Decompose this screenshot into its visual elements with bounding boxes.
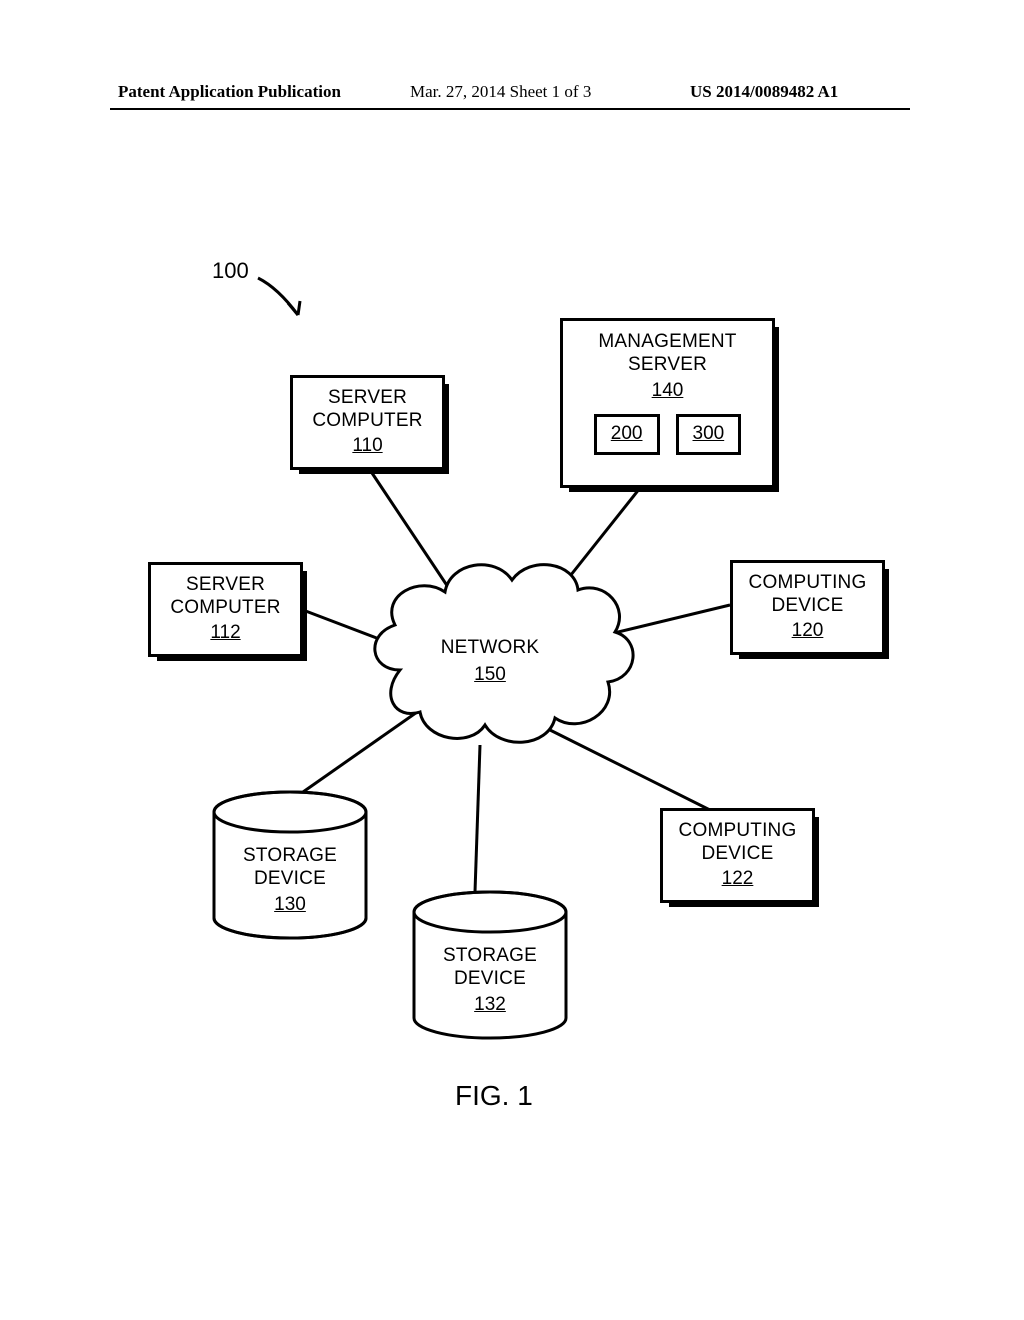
server112-ref: 112 [210, 622, 240, 645]
node-mgmt-140: MANAGEMENT SERVER 140 200 300 [560, 318, 775, 488]
comp120-line1: COMPUTING [749, 572, 867, 595]
comp122-ref: 122 [722, 868, 754, 891]
mgmt140-line2: SERVER [628, 354, 707, 377]
mgmt140-sub-b: 300 [676, 414, 742, 455]
node-server-112: SERVER COMPUTER 112 [148, 562, 303, 657]
server110-line2: COMPUTER [312, 410, 422, 433]
store130-line2: DEVICE [210, 868, 370, 891]
store132-line1: STORAGE [410, 945, 570, 968]
comp122-line2: DEVICE [702, 843, 774, 866]
network-ref: 150 [440, 663, 540, 687]
store132-ref: 132 [410, 994, 570, 1017]
figure-caption: FIG. 1 [455, 1080, 533, 1112]
figure-area: NETWORK 150 100 SERVER COMPUTER 110 MANA… [0, 0, 1024, 1320]
mgmt140-ref: 140 [652, 380, 684, 403]
node-storage-130: STORAGE DEVICE 130 [210, 790, 370, 940]
node-server-110: SERVER COMPUTER 110 [290, 375, 445, 470]
network-title: NETWORK [440, 636, 540, 660]
comp120-ref: 120 [792, 620, 824, 643]
server112-line1: SERVER [186, 574, 265, 597]
node-computing-120: COMPUTING DEVICE 120 [730, 560, 885, 655]
system-ref-100: 100 [212, 258, 249, 284]
node-computing-122: COMPUTING DEVICE 122 [660, 808, 815, 903]
server112-line2: COMPUTER [170, 597, 280, 620]
mgmt140-sub-a: 200 [594, 414, 660, 455]
node-storage-132: STORAGE DEVICE 132 [410, 890, 570, 1040]
mgmt140-subrow: 200 300 [586, 414, 749, 455]
store130-ref: 130 [210, 894, 370, 917]
ref-arrow-100 [258, 278, 300, 315]
server110-line1: SERVER [328, 387, 407, 410]
server110-ref: 110 [352, 435, 382, 458]
network-label: NETWORK 150 [440, 636, 540, 687]
mgmt140-line1: MANAGEMENT [598, 331, 736, 354]
comp120-line2: DEVICE [772, 595, 844, 618]
store130-line1: STORAGE [210, 845, 370, 868]
comp122-line1: COMPUTING [679, 820, 797, 843]
store132-line2: DEVICE [410, 968, 570, 991]
